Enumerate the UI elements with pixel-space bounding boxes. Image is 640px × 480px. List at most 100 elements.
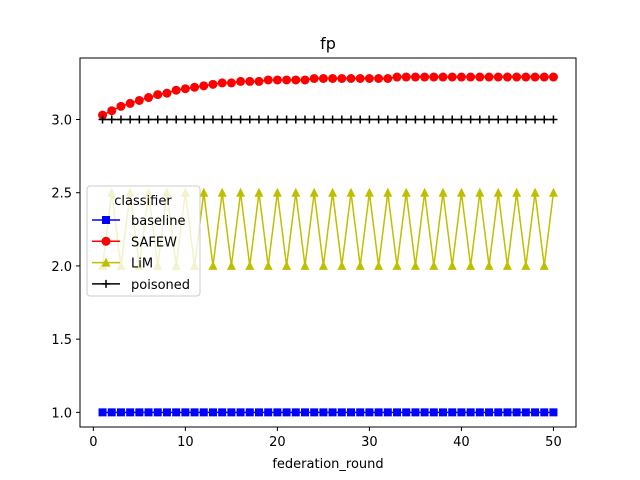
data-point-baseline — [448, 408, 457, 417]
data-point-safew — [548, 72, 558, 82]
data-point-baseline — [365, 408, 374, 417]
data-point-baseline — [356, 408, 365, 417]
data-point-baseline — [475, 408, 484, 417]
data-point-safew — [493, 72, 503, 82]
legend-item-lim[interactable]: LiM — [92, 257, 153, 272]
data-point-baseline — [439, 408, 448, 417]
data-point-safew — [107, 106, 117, 116]
data-point-poisoned — [282, 115, 291, 124]
data-point-poisoned — [116, 115, 125, 124]
data-point-baseline — [383, 408, 392, 417]
data-point-poisoned — [227, 115, 236, 124]
data-point-poisoned — [439, 115, 448, 124]
data-point-baseline — [190, 408, 199, 417]
data-point-poisoned — [393, 115, 402, 124]
data-point-lim — [374, 260, 384, 270]
data-point-lim — [521, 260, 531, 270]
data-point-safew — [521, 72, 531, 82]
data-point-baseline — [116, 408, 125, 417]
data-point-poisoned — [291, 115, 300, 124]
data-point-poisoned — [411, 115, 420, 124]
data-point-lim — [484, 260, 494, 270]
data-point-safew — [263, 75, 273, 85]
data-point-safew — [429, 72, 439, 82]
data-point-lim — [291, 187, 301, 197]
data-point-safew — [116, 101, 126, 111]
data-point-baseline — [328, 408, 337, 417]
data-point-poisoned — [135, 115, 144, 124]
data-point-safew — [180, 84, 190, 94]
data-point-lim — [548, 187, 558, 197]
data-point-baseline — [485, 408, 494, 417]
data-point-lim — [254, 187, 264, 197]
legend-item-safew[interactable]: SAFEW — [92, 235, 177, 250]
data-point-poisoned — [356, 115, 365, 124]
data-point-poisoned — [466, 115, 475, 124]
y-tick-label: 3.0 — [51, 114, 72, 129]
data-point-poisoned — [374, 115, 383, 124]
data-point-lim — [272, 187, 282, 197]
data-point-baseline — [337, 408, 346, 417]
data-point-poisoned — [494, 115, 503, 124]
data-point-lim — [328, 187, 338, 197]
data-point-safew — [530, 72, 540, 82]
data-point-baseline — [208, 408, 217, 417]
data-point-baseline — [172, 408, 181, 417]
data-point-lim — [337, 260, 347, 270]
data-point-lim — [346, 187, 356, 197]
data-point-baseline — [494, 408, 503, 417]
x-tick-label: 20 — [269, 435, 286, 450]
data-point-baseline — [98, 408, 107, 417]
data-point-safew — [309, 74, 319, 83]
data-point-safew — [438, 72, 448, 82]
data-point-safew — [355, 74, 365, 83]
data-point-safew — [401, 72, 411, 82]
data-point-lim — [217, 187, 227, 197]
data-point-poisoned — [347, 115, 356, 124]
data-point-lim — [429, 260, 439, 270]
legend-marker — [102, 216, 110, 224]
data-point-poisoned — [365, 115, 374, 124]
data-point-safew — [328, 74, 338, 83]
legend[interactable]: classifier baseline SAFEW LiM poisoned — [86, 185, 201, 297]
data-point-baseline — [273, 408, 282, 417]
data-point-baseline — [144, 408, 153, 417]
legend-items: baseline SAFEW LiM poisoned — [92, 214, 190, 293]
data-point-safew — [217, 78, 227, 88]
legend-item-poisoned[interactable]: poisoned — [92, 278, 190, 293]
data-point-lim — [410, 260, 420, 270]
data-point-lim — [530, 187, 540, 197]
y-tick-label: 1.5 — [51, 333, 72, 348]
x-axis-label: federation_round — [272, 457, 383, 472]
data-point-lim — [420, 187, 430, 197]
data-point-poisoned — [429, 115, 438, 124]
data-point-safew — [475, 72, 485, 82]
data-point-poisoned — [485, 115, 494, 124]
data-point-baseline — [540, 408, 549, 417]
data-point-baseline — [347, 408, 356, 417]
data-point-baseline — [310, 408, 319, 417]
data-point-baseline — [181, 408, 190, 417]
legend-item-baseline[interactable]: baseline — [92, 214, 185, 229]
data-point-baseline — [319, 408, 328, 417]
data-point-safew — [199, 81, 209, 91]
data-point-poisoned — [144, 115, 153, 124]
data-point-poisoned — [512, 115, 521, 124]
data-point-lim — [456, 187, 466, 197]
data-point-safew — [484, 72, 494, 82]
data-point-baseline — [254, 408, 263, 417]
plot-frame — [79, 57, 577, 428]
data-point-baseline — [512, 408, 521, 417]
data-point-baseline — [218, 408, 227, 417]
data-point-baseline — [402, 408, 411, 417]
data-point-lim — [466, 260, 476, 270]
data-point-baseline — [162, 408, 171, 417]
legend-label: poisoned — [131, 278, 190, 293]
data-point-baseline — [291, 408, 300, 417]
series-layer — [98, 72, 558, 417]
series-baseline — [98, 408, 558, 417]
data-point-safew — [245, 76, 255, 86]
data-point-lim — [447, 260, 457, 270]
data-point-safew — [226, 78, 236, 88]
y-tick-label: 2.0 — [51, 260, 72, 275]
